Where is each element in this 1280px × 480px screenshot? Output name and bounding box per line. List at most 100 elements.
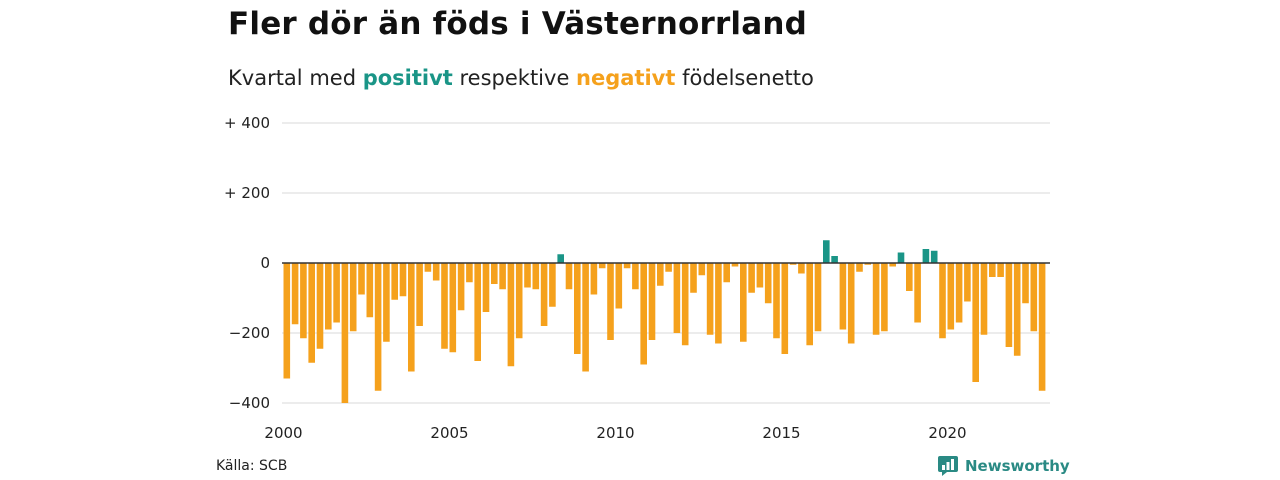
negative-bar xyxy=(872,263,880,335)
negative-bar xyxy=(914,263,921,323)
y-tick-label: −200 xyxy=(229,324,270,342)
negative-bar xyxy=(374,263,382,391)
y-tick-label: 0 xyxy=(260,254,270,272)
negative-bar xyxy=(665,263,672,272)
negative-bar xyxy=(889,263,896,267)
negative-bar xyxy=(964,263,971,302)
negative-bar xyxy=(632,263,639,290)
negative-bar xyxy=(540,263,548,326)
negative-bar xyxy=(1005,263,1013,347)
negative-bar xyxy=(955,263,963,323)
negative-bar xyxy=(358,263,365,295)
negative-bar xyxy=(814,263,822,332)
negative-bar xyxy=(549,263,556,307)
negative-bar xyxy=(424,263,432,272)
negative-bar xyxy=(308,263,315,363)
negative-bar xyxy=(590,263,598,295)
negative-bar xyxy=(1013,263,1021,356)
negative-bar xyxy=(491,263,498,284)
negative-bar xyxy=(623,263,631,269)
negative-bar xyxy=(748,263,755,293)
negative-bar xyxy=(947,263,955,330)
negative-bar xyxy=(291,263,299,325)
negative-bar xyxy=(341,263,349,403)
negative-bar xyxy=(723,263,730,283)
negative-bar xyxy=(715,263,722,344)
subtitle-negative-label: negativt xyxy=(576,66,676,90)
negative-bar xyxy=(1022,263,1029,304)
newsworthy-logo-icon xyxy=(938,456,958,476)
negative-bar xyxy=(690,263,697,293)
negative-bar xyxy=(574,263,581,354)
negative-bar xyxy=(457,263,465,311)
negative-bar xyxy=(441,263,448,349)
negative-bar xyxy=(657,263,664,286)
subtitle-text-post: födelsenetto xyxy=(675,66,814,90)
negative-bar xyxy=(980,263,988,335)
negative-bar xyxy=(706,263,714,335)
source-note: Källa: SCB xyxy=(216,458,288,474)
x-tick-label: 2020 xyxy=(928,424,966,442)
subtitle-text-pre: Kvartal med xyxy=(228,66,363,90)
negative-bar xyxy=(391,263,398,300)
negative-bar xyxy=(681,263,689,346)
subtitle-positive-label: positivt xyxy=(362,66,453,90)
negative-bar xyxy=(781,263,789,354)
x-tick-label: 2010 xyxy=(596,424,634,442)
negative-bar xyxy=(507,263,515,367)
negative-bar xyxy=(482,263,490,312)
negative-bar xyxy=(789,263,797,265)
y-tick-label: + 400 xyxy=(224,114,270,132)
negative-bar xyxy=(349,263,357,332)
brand-name: Newsworthy xyxy=(965,457,1070,475)
negative-bar xyxy=(607,263,614,340)
negative-bar xyxy=(1030,263,1038,332)
negative-bar xyxy=(989,263,996,277)
negative-bar xyxy=(673,263,681,333)
chart-subtitle: Kvartal med positivt respektive negativt… xyxy=(228,66,814,90)
negative-bar xyxy=(432,263,440,281)
negative-bar xyxy=(283,263,291,379)
positive-bar xyxy=(930,250,938,263)
negative-bar xyxy=(300,263,307,339)
negative-bar xyxy=(532,263,540,290)
negative-bar xyxy=(408,263,415,372)
negative-bar xyxy=(582,263,589,372)
negative-bar xyxy=(449,263,457,353)
negative-bar xyxy=(847,263,855,344)
brand-logo: Newsworthy xyxy=(938,456,1070,476)
negative-bar xyxy=(972,263,979,382)
negative-bar xyxy=(515,263,523,339)
negative-bar xyxy=(466,263,473,283)
negative-bar xyxy=(366,263,374,318)
x-tick-label: 2000 xyxy=(264,424,302,442)
negative-bar xyxy=(939,263,946,339)
positive-bar xyxy=(823,240,830,263)
negative-bar xyxy=(806,263,813,346)
negative-bar xyxy=(756,263,764,288)
negative-bar xyxy=(856,263,863,272)
negative-bar xyxy=(399,263,407,297)
negative-bar xyxy=(383,263,390,342)
negative-bar xyxy=(333,263,340,323)
chart-title: Fler dör än föds i Västernorrland xyxy=(228,6,808,42)
negative-bar xyxy=(640,263,647,365)
negative-bar xyxy=(598,263,606,269)
y-tick-label: −400 xyxy=(229,394,270,412)
negative-bar xyxy=(565,263,573,290)
negative-bar xyxy=(731,263,739,267)
negative-bar xyxy=(416,263,423,326)
y-tick-label: + 200 xyxy=(224,184,270,202)
negative-bar xyxy=(325,263,332,330)
negative-bar xyxy=(698,263,706,276)
negative-bar xyxy=(316,263,324,349)
negative-bar xyxy=(798,263,805,274)
negative-bar xyxy=(499,263,506,290)
negative-bar xyxy=(997,263,1004,277)
negative-bar xyxy=(524,263,531,288)
negative-bar xyxy=(773,263,780,339)
negative-bar xyxy=(474,263,481,361)
x-tick-label: 2005 xyxy=(430,424,468,442)
positive-bar xyxy=(897,252,905,263)
